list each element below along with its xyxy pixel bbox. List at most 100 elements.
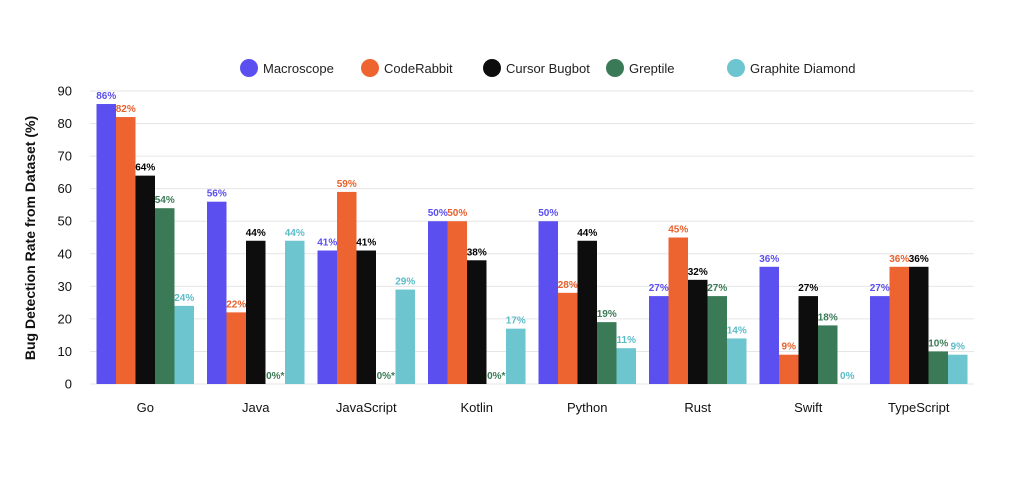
y-tick-label: 70 <box>58 149 72 164</box>
legend-label: Cursor Bugbot <box>506 61 590 76</box>
bar <box>155 208 175 384</box>
data-label: 56% <box>207 189 227 200</box>
legend-label: Macroscope <box>263 61 334 76</box>
bar <box>649 296 669 384</box>
data-label: 29% <box>395 277 415 288</box>
data-label: 59% <box>337 179 357 190</box>
bars-layer <box>96 104 968 385</box>
bar <box>285 240 305 384</box>
bar <box>395 289 415 384</box>
data-label: 11% <box>617 335 637 346</box>
data-label: 27% <box>798 283 818 294</box>
bar <box>506 328 526 384</box>
legend-marker <box>727 59 745 77</box>
bar <box>207 201 227 384</box>
x-tick-label: Kotlin <box>460 400 493 415</box>
legend-label: CodeRabbit <box>384 61 453 76</box>
bar <box>538 221 558 384</box>
bar <box>467 260 487 384</box>
data-label: 54% <box>155 195 175 206</box>
legend-marker <box>483 59 501 77</box>
bar <box>870 296 890 384</box>
data-label: 27% <box>870 283 890 294</box>
y-tick-label: 10 <box>58 344 72 359</box>
legend-marker <box>240 59 258 77</box>
data-label: 14% <box>727 325 747 336</box>
bar <box>798 296 818 384</box>
bar <box>337 191 357 384</box>
bar <box>116 117 136 385</box>
bar <box>447 221 467 384</box>
bar <box>577 240 597 384</box>
bar <box>616 348 636 384</box>
data-label: 9% <box>782 342 797 353</box>
data-label: 0%* <box>266 371 284 382</box>
data-label: 45% <box>668 225 688 236</box>
y-tick-label: 30 <box>58 279 72 294</box>
data-label: 44% <box>246 228 266 239</box>
data-label: 0% <box>840 371 855 382</box>
bar <box>597 322 617 384</box>
data-label: 64% <box>135 163 155 174</box>
data-label: 36% <box>889 254 909 265</box>
data-label: 50% <box>428 208 448 219</box>
legend: Macroscope CodeRabbit Cursor Bugbot Greptil… <box>240 59 856 77</box>
bar <box>428 221 448 384</box>
bar <box>558 292 578 384</box>
y-tick-label: 0 <box>65 377 72 392</box>
bar <box>779 354 799 384</box>
bar <box>948 354 968 384</box>
bar <box>818 325 838 384</box>
axis-layer: 0 10 20 30 40 50 60 70 80 90 Go Java JavaScript Kotli… <box>58 84 950 416</box>
bar <box>226 312 246 384</box>
y-tick-label: 80 <box>58 116 72 131</box>
data-label: 50% <box>538 208 558 219</box>
bar <box>727 338 747 384</box>
bar <box>889 266 909 384</box>
data-label: 10% <box>928 338 948 349</box>
data-label: 0%* <box>377 371 395 382</box>
x-tick-label: Go <box>137 400 154 415</box>
x-tick-label: JavaScript <box>336 400 397 415</box>
x-tick-label: Swift <box>794 400 823 415</box>
data-label: 27% <box>707 283 727 294</box>
x-tick-label: Java <box>242 400 270 415</box>
data-labels-layer: 86%82% 64% 54% 24% 56% 22% 44% 0%* 44% 41% 59% 41% 0… <box>96 91 965 382</box>
data-label: 44% <box>285 228 305 239</box>
x-tick-label: TypeScript <box>888 400 950 415</box>
data-label: 19% <box>597 309 617 320</box>
bar <box>96 104 116 385</box>
y-axis-label: Bug Detection Rate from Dataset (%) <box>22 116 38 360</box>
y-tick-label: 40 <box>58 246 72 261</box>
data-label: 50% <box>447 208 467 219</box>
data-label: 36% <box>909 254 929 265</box>
legend-label: Graphite Diamond <box>750 61 856 76</box>
data-label: 41% <box>317 238 337 249</box>
bar <box>317 250 337 384</box>
data-label: 44% <box>577 228 597 239</box>
legend-marker <box>361 59 379 77</box>
data-label: 17% <box>506 316 526 327</box>
data-label: 9% <box>951 342 966 353</box>
y-tick-label: 60 <box>58 181 72 196</box>
x-tick-label: Python <box>567 400 607 415</box>
data-label: 18% <box>818 312 838 323</box>
data-label: 28% <box>558 280 578 291</box>
bar <box>668 237 688 384</box>
y-tick-label: 90 <box>58 84 72 99</box>
bar <box>356 250 376 384</box>
bar <box>707 296 727 384</box>
data-label: 38% <box>467 247 487 258</box>
data-label: 41% <box>356 238 376 249</box>
bar <box>135 175 155 384</box>
data-label: 22% <box>226 299 246 310</box>
data-label: 0%* <box>487 371 505 382</box>
bar <box>174 305 194 384</box>
data-label: 36% <box>759 254 779 265</box>
data-label: 86% <box>96 91 116 102</box>
x-tick-label: Rust <box>684 400 711 415</box>
y-tick-label: 50 <box>58 214 72 229</box>
legend-label: Greptile <box>629 61 675 76</box>
data-label: 24% <box>174 293 194 304</box>
